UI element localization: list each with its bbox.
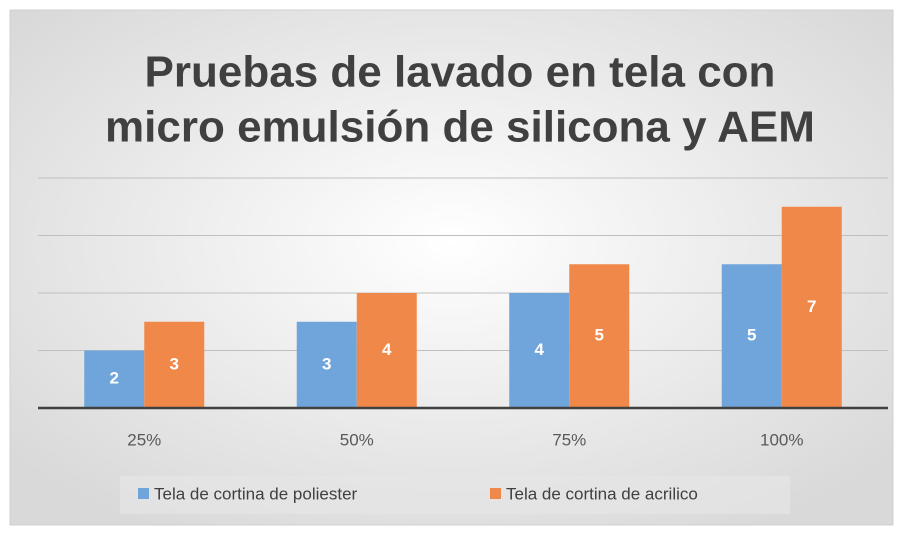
bar [356, 293, 417, 408]
data-label: 4 [382, 340, 392, 359]
data-label: 4 [535, 340, 545, 359]
legend-swatch [490, 488, 501, 499]
chart-title: Pruebas de lavado en tela con [145, 48, 776, 97]
data-label: 3 [170, 354, 179, 373]
bar [509, 293, 570, 408]
x-tick-label: 50% [340, 430, 374, 449]
data-label: 5 [595, 326, 604, 345]
x-tick-label: 75% [552, 430, 586, 449]
data-label: 7 [807, 297, 816, 316]
bar [781, 206, 842, 408]
bar [144, 321, 205, 408]
data-label: 5 [747, 326, 756, 345]
x-tick-label: 25% [127, 430, 161, 449]
legend-background [120, 476, 790, 514]
legend-label: Tela de cortina de acrilico [506, 484, 698, 503]
bar [84, 350, 145, 408]
data-label: 3 [322, 354, 331, 373]
legend-label: Tela de cortina de poliester [154, 484, 358, 503]
bar [569, 264, 630, 408]
bar [296, 321, 357, 408]
data-label: 2 [110, 369, 119, 388]
bar [721, 264, 782, 408]
x-tick-label: 100% [760, 430, 803, 449]
chart-title: micro emulsión de silicona y AEM [105, 103, 815, 152]
legend-swatch [138, 488, 149, 499]
